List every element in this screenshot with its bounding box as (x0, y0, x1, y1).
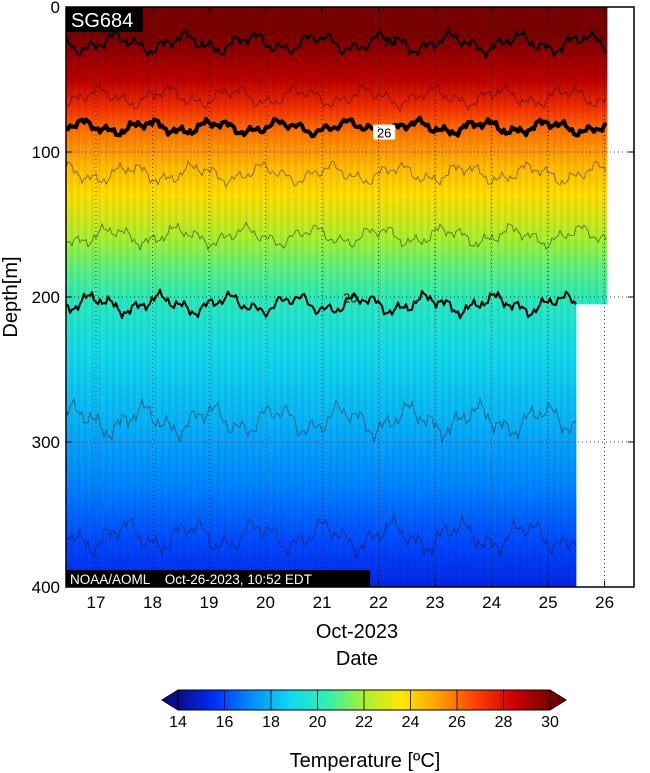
y-tick-label: 0 (51, 0, 60, 17)
svg-text:20: 20 (343, 291, 357, 306)
y-tick-label: 400 (32, 578, 60, 597)
svg-text:30: 30 (383, 34, 397, 49)
y-tick-label: 100 (32, 143, 60, 162)
colorbar-tick-label: 26 (448, 714, 466, 731)
contour-30 (66, 28, 607, 60)
colorbar-tick-label: 22 (355, 714, 373, 731)
contour-label-26: 26 (373, 124, 396, 141)
svg-text:26: 26 (377, 126, 391, 141)
footer-box: NOAA/AOML Oct-26-2023, 10:52 EDT (66, 570, 370, 587)
title-box: SG684 (66, 7, 143, 32)
y-axis-title: Depth[m] (0, 256, 22, 337)
colorbar-tick-label: 28 (495, 714, 513, 731)
footer-credit: NOAA/AOML Oct-26-2023, 10:52 EDT (70, 572, 312, 587)
contour-label-30: 30 (383, 34, 397, 49)
x-tick-label: 19 (200, 593, 219, 612)
colorbar-title: Temperature [ºC] (290, 750, 441, 772)
x-axis: 17 18 19 20 21 22 23 24 25 26 (86, 7, 614, 612)
colorbar-max-arrow (549, 689, 567, 711)
x-tick-label: 23 (426, 593, 445, 612)
x-tick-label: 25 (539, 593, 558, 612)
colorbar-tick-label: 24 (402, 714, 420, 731)
contour-28 (66, 82, 607, 112)
x-axis-title: Date (336, 648, 378, 670)
x-tick-label: 22 (369, 593, 388, 612)
temperature-field-texture (66, 7, 608, 587)
colorbar-min-arrow (161, 689, 179, 711)
contour-label-20: 20 (343, 291, 357, 306)
x-tick-label: 18 (143, 593, 162, 612)
x-tick-label: 21 (313, 593, 332, 612)
colorbar-tick-label: 16 (216, 714, 234, 731)
contour-16 (66, 513, 577, 559)
colorbar-tick-label: 30 (541, 714, 559, 731)
contour-20 (66, 288, 577, 320)
contour-18 (66, 397, 577, 443)
colorbar-tick-label: 20 (309, 714, 327, 731)
colorbar-tick-label: 14 (169, 714, 187, 731)
plot-area: 30 26 20 17 18 19 20 21 22 23 24 25 26 0 100 200 300 40… (32, 0, 635, 612)
x-tick-label: 17 (86, 593, 105, 612)
y-tick-label: 300 (32, 433, 60, 452)
x-tick-label: 26 (595, 593, 614, 612)
contour-22 (66, 221, 607, 251)
isotherm-contours: 30 26 20 (66, 28, 608, 559)
colorbar: 14 16 18 20 22 24 26 28 30 Temperature [ºC] (161, 689, 567, 772)
x-tick-label: 20 (256, 593, 275, 612)
grid-lines (66, 7, 634, 587)
y-tick-label: 200 (32, 288, 60, 307)
x-tick-label: 24 (482, 593, 501, 612)
contour-24 (66, 160, 607, 188)
colorbar-ticks: 14 16 18 20 22 24 26 28 30 (169, 690, 559, 731)
contour-26 (66, 115, 608, 139)
chart-title: SG684 (71, 10, 133, 32)
colorbar-tick-label: 18 (262, 714, 280, 731)
y-axis: 0 100 200 300 400 (32, 0, 634, 597)
x-axis-month-label: Oct-2023 (316, 621, 398, 643)
